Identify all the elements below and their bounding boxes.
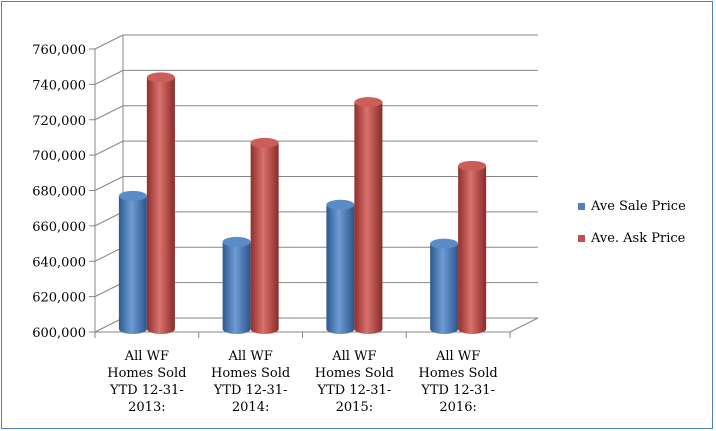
gridline-side	[94, 140, 124, 156]
legend-item-sale: Ave Sale Price	[578, 197, 686, 215]
gridline-side	[94, 211, 124, 227]
floor-right-edge	[509, 317, 539, 333]
x-category-labels: All WF Homes Sold YTD 12-31-2013: All WF Hom…	[107, 349, 497, 415]
y-tick-label: 600,000	[32, 326, 86, 341]
x-category-label: All WF Homes Sold YTD 12-31-2013:	[107, 349, 186, 415]
y-tick-label: 620,000	[32, 291, 86, 306]
bar-ave-sale-price	[118, 190, 147, 334]
y-tick-labels: 600,000 620,000 640,000 660,000 680,000 700,0…	[32, 43, 86, 341]
bar-ave-ask-price	[146, 72, 175, 334]
y-tick-label: 660,000	[32, 220, 86, 235]
bar-ave-sale-price	[430, 238, 459, 334]
x-category-label: All WF Homes Sold YTD 12-31-2016:	[419, 349, 498, 415]
y-tick-label: 740,000	[32, 78, 86, 93]
bar-ave-sale-price	[326, 199, 355, 334]
bars	[118, 72, 487, 334]
bar-ave-ask-price	[250, 137, 279, 334]
legend-swatch-sale	[578, 202, 585, 210]
gridline-side	[94, 246, 124, 262]
gridline-side	[94, 317, 124, 333]
y-tick-label: 640,000	[32, 255, 86, 270]
y-tick-label: 720,000	[32, 114, 86, 129]
bar-ave-ask-price	[354, 97, 383, 334]
gridline-side	[94, 176, 124, 191]
gridline-side	[94, 105, 124, 121]
bar-ave-sale-price	[222, 236, 251, 334]
legend: Ave Sale Price Ave. Ask Price	[578, 197, 686, 261]
legend-label-ask: Ave. Ask Price	[591, 230, 686, 246]
legend-item-ask: Ave. Ask Price	[578, 229, 686, 247]
gridline-side	[94, 69, 124, 85]
y-tick-label: 680,000	[32, 185, 86, 200]
y-tick-label: 760,000	[32, 43, 86, 58]
x-category-label: All WF Homes Sold YTD 12-31-2014:	[211, 349, 290, 415]
y-tick-label: 700,000	[32, 149, 86, 164]
x-category-label: All WF Homes Sold YTD 12-31-2015:	[315, 349, 394, 415]
gridline-side	[94, 282, 124, 298]
legend-swatch-ask	[578, 234, 585, 242]
bar-ave-ask-price	[458, 160, 487, 334]
legend-label-sale: Ave Sale Price	[591, 198, 686, 214]
gridline-side	[94, 34, 124, 50]
